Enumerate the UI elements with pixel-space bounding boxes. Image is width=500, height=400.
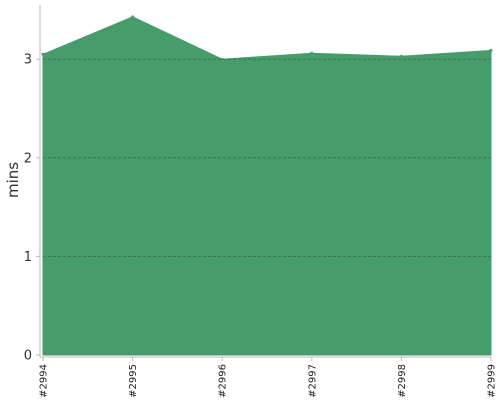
x-tick-label: #2994 <box>39 364 50 398</box>
axes <box>39 5 491 358</box>
y-tick-label: 2 <box>24 151 32 166</box>
x-tick-label: #2995 <box>128 364 139 398</box>
data-point <box>41 52 45 56</box>
data-point <box>399 54 403 58</box>
data-point <box>220 57 224 61</box>
plot-area <box>41 15 493 356</box>
x-tick-label: #2999 <box>487 364 498 398</box>
y-tick-label: 1 <box>24 250 32 265</box>
data-point <box>310 51 314 55</box>
y-tick-label: 0 <box>24 349 32 364</box>
y-axis-ticks: 0 1 2 3 <box>24 53 40 364</box>
y-axis-title: mins <box>4 162 22 198</box>
y-tick-label: 3 <box>24 53 32 68</box>
x-tick-label: #2997 <box>307 364 318 398</box>
area-series-0 <box>42 16 492 356</box>
data-point <box>131 15 135 19</box>
x-tick-label: #2996 <box>218 364 229 398</box>
x-tick-label: #2998 <box>397 364 408 398</box>
x-axis-ticks: #2994 #2995 #2996 #2997 #2998 #2999 <box>39 357 498 398</box>
data-point <box>489 48 493 52</box>
